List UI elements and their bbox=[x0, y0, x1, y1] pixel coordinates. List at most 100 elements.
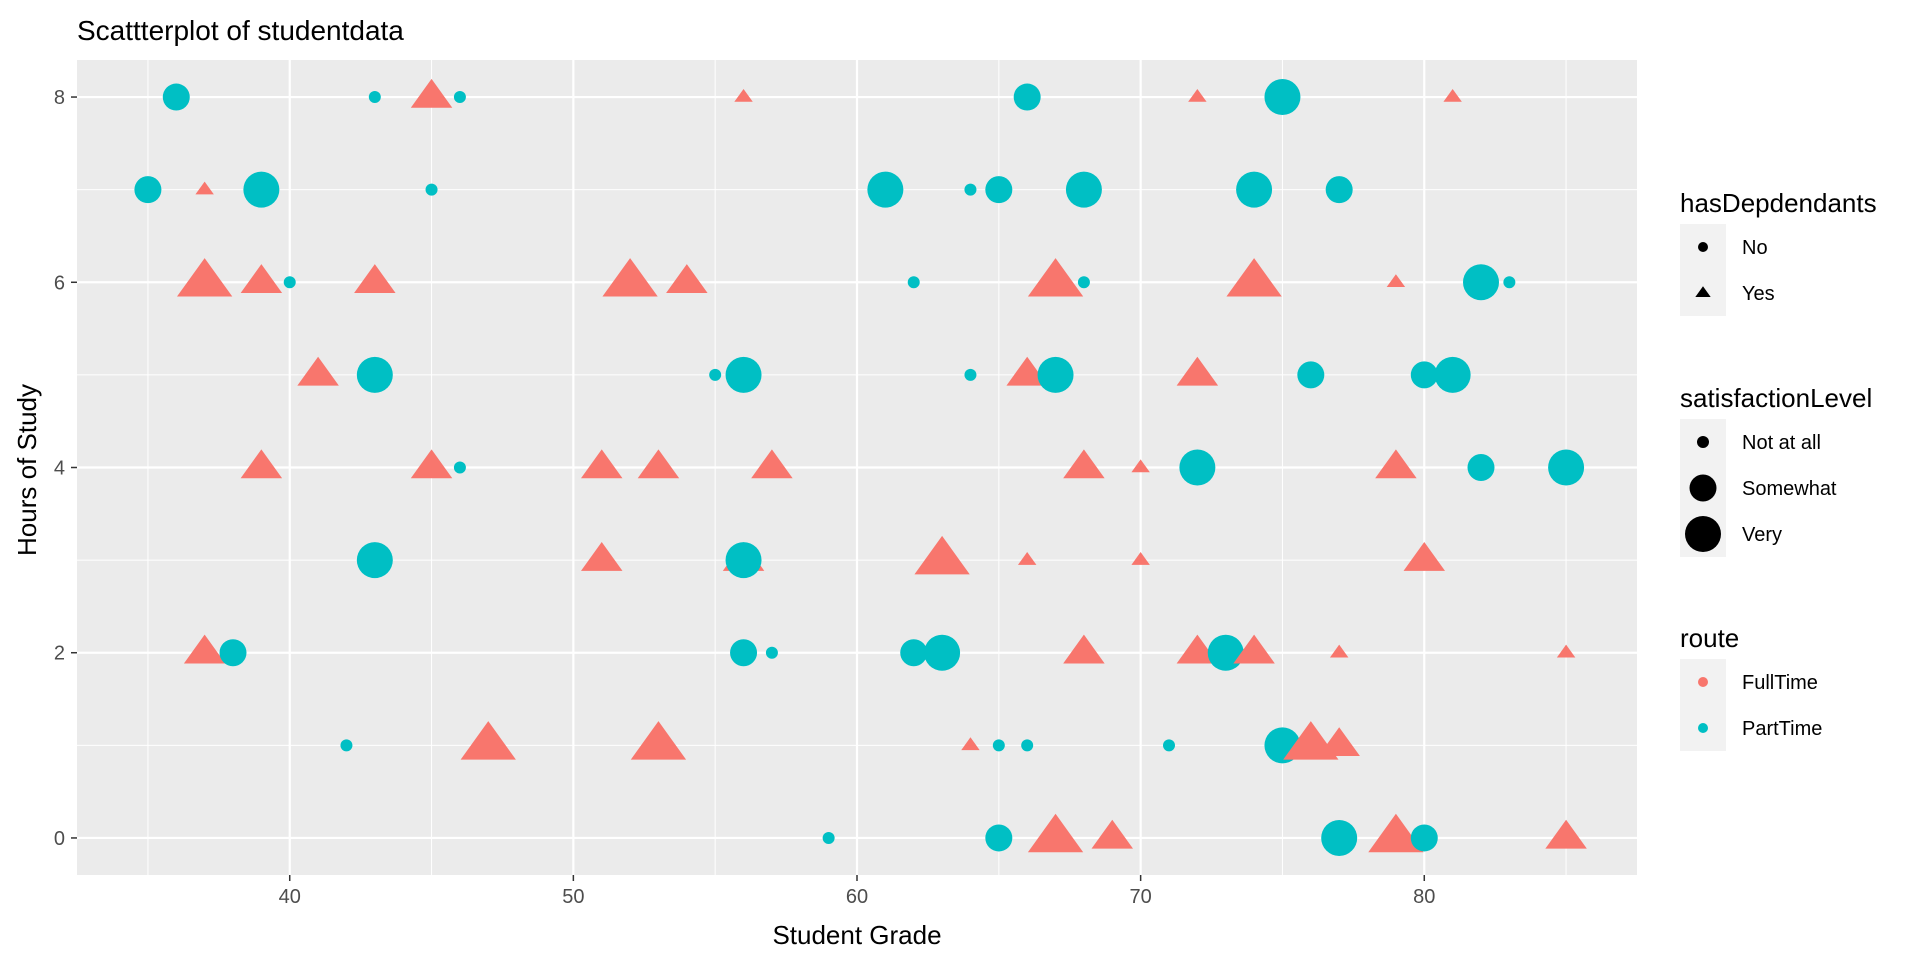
parttime-circle-point bbox=[283, 276, 296, 289]
parttime-circle-point bbox=[1503, 276, 1516, 289]
parttime-circle-point bbox=[134, 176, 162, 204]
parttime-circle-point bbox=[1236, 171, 1273, 208]
fulltime-triangle-point bbox=[580, 541, 623, 571]
parttime-circle-point bbox=[822, 831, 835, 844]
legend-label: No bbox=[1742, 237, 1768, 259]
legend-triangle-icon bbox=[1695, 286, 1711, 297]
fulltime-triangle-point bbox=[961, 737, 980, 751]
parttime-circle-point bbox=[964, 183, 977, 196]
legend-title: route bbox=[1680, 623, 1739, 653]
y-axis: 0 2 4 6 8 bbox=[54, 87, 77, 850]
fulltime-triangle-point bbox=[1233, 634, 1275, 664]
fulltime-triangle-point bbox=[630, 721, 687, 760]
legend-title: hasDepdendants bbox=[1680, 188, 1877, 218]
legends: hasDepdendants No Yes satisfactionLevel Not … bbox=[1680, 188, 1877, 751]
fulltime-triangle-point bbox=[637, 449, 680, 479]
parttime-circle-point bbox=[1065, 171, 1102, 208]
fulltime-triangle-point bbox=[1318, 727, 1360, 757]
legend-size-circle bbox=[1697, 436, 1709, 448]
x-axis: 40 50 60 70 80 bbox=[279, 875, 1435, 908]
fulltime-triangle-point bbox=[195, 181, 214, 195]
fulltime-triangle-point bbox=[1006, 356, 1048, 386]
fulltime-triangle-point bbox=[410, 78, 453, 108]
parttime-circle-point bbox=[1179, 449, 1216, 486]
parttime-circle-point bbox=[1207, 634, 1244, 671]
fulltime-triangle-point bbox=[1176, 634, 1219, 664]
fulltime-triangle-point bbox=[1176, 356, 1219, 386]
fulltime-triangle-point bbox=[734, 88, 753, 102]
parttime-circle-point bbox=[1013, 83, 1041, 111]
fulltime-triangle-point bbox=[1131, 552, 1150, 565]
parttime-circle-point bbox=[1325, 176, 1353, 204]
fulltime-triangle-point bbox=[1329, 644, 1349, 658]
parttime-circle-point bbox=[1434, 356, 1471, 393]
x-tick-label: 60 bbox=[846, 886, 868, 908]
parttime-circle-point bbox=[725, 542, 762, 579]
legend-label: Not at all bbox=[1742, 432, 1821, 454]
parttime-circle-point bbox=[453, 91, 466, 104]
parttime-circle-point bbox=[425, 183, 438, 196]
x-tick-label: 50 bbox=[562, 886, 584, 908]
parttime-circle-point bbox=[867, 171, 904, 208]
chart-title: Scattterplot of studentdata bbox=[77, 15, 404, 46]
fulltime-triangle-point bbox=[1386, 274, 1406, 288]
legend-key-background bbox=[1680, 224, 1726, 316]
parttime-circle-point bbox=[725, 356, 762, 393]
fulltime-triangle-point bbox=[176, 258, 233, 297]
legend-label: Very bbox=[1742, 524, 1782, 546]
parttime-circle-point bbox=[709, 368, 722, 381]
fulltime-triangle-point bbox=[751, 449, 793, 479]
x-axis-title: Student Grade bbox=[772, 920, 941, 950]
parttime-circle-point bbox=[340, 739, 353, 752]
parttime-circle-point bbox=[1548, 449, 1585, 486]
fulltime-triangle-point bbox=[460, 721, 516, 760]
parttime-circle-point bbox=[1410, 824, 1438, 852]
parttime-circle-point bbox=[1037, 356, 1074, 393]
fulltime-triangle-point bbox=[183, 634, 226, 664]
parttime-circle-point bbox=[1321, 819, 1358, 856]
parttime-circle-point bbox=[1467, 454, 1495, 481]
fulltime-triangle-point bbox=[1556, 644, 1576, 658]
legend-title: satisfactionLevel bbox=[1680, 383, 1872, 413]
legend-satisfactionLevel: satisfactionLevel Not at all Somewhat Very bbox=[1680, 383, 1872, 557]
legend-key-background bbox=[1680, 659, 1726, 751]
fulltime-triangle-point bbox=[1368, 813, 1424, 853]
fulltime-triangle-point bbox=[1545, 819, 1587, 849]
fulltime-triangle-point bbox=[1063, 449, 1105, 479]
x-tick-label: 40 bbox=[279, 886, 301, 908]
parttime-circle-point bbox=[924, 634, 961, 671]
parttime-circle-point bbox=[453, 461, 466, 474]
legend-label: Yes bbox=[1742, 283, 1775, 305]
legend-color-dot bbox=[1698, 723, 1708, 733]
y-tick-label: 8 bbox=[54, 87, 65, 109]
fulltime-triangle-point bbox=[1443, 88, 1462, 102]
y-axis-title: Hours of Study bbox=[12, 384, 42, 556]
y-tick-label: 6 bbox=[54, 272, 65, 294]
fulltime-triangle-point bbox=[1188, 88, 1207, 102]
parttime-circle-point bbox=[985, 824, 1013, 852]
fulltime-triangle-point bbox=[1027, 258, 1084, 297]
fulltime-triangle-point bbox=[1131, 459, 1150, 473]
parttime-circle-point bbox=[243, 171, 280, 208]
parttime-circle-point bbox=[900, 639, 928, 667]
fulltime-triangle-point bbox=[580, 449, 623, 479]
data-points bbox=[134, 78, 1587, 856]
fulltime-triangle-point bbox=[1403, 541, 1446, 571]
parttime-circle-point bbox=[219, 639, 247, 667]
parttime-circle-point bbox=[1463, 264, 1499, 301]
fulltime-triangle-point bbox=[1027, 813, 1084, 853]
fulltime-triangle-point bbox=[410, 449, 453, 479]
parttime-circle-point bbox=[1410, 361, 1438, 389]
parttime-circle-point bbox=[992, 739, 1005, 752]
fulltime-triangle-point bbox=[1091, 819, 1134, 849]
parttime-circle-point bbox=[356, 356, 393, 393]
fulltime-triangle-point bbox=[666, 264, 708, 293]
y-tick-label: 0 bbox=[54, 828, 65, 850]
parttime-circle-point bbox=[1077, 276, 1090, 289]
parttime-circle-point bbox=[1163, 739, 1175, 752]
fulltime-triangle-point bbox=[354, 264, 396, 293]
parttime-circle-point bbox=[765, 646, 778, 659]
legend-label: PartTime bbox=[1742, 718, 1822, 740]
